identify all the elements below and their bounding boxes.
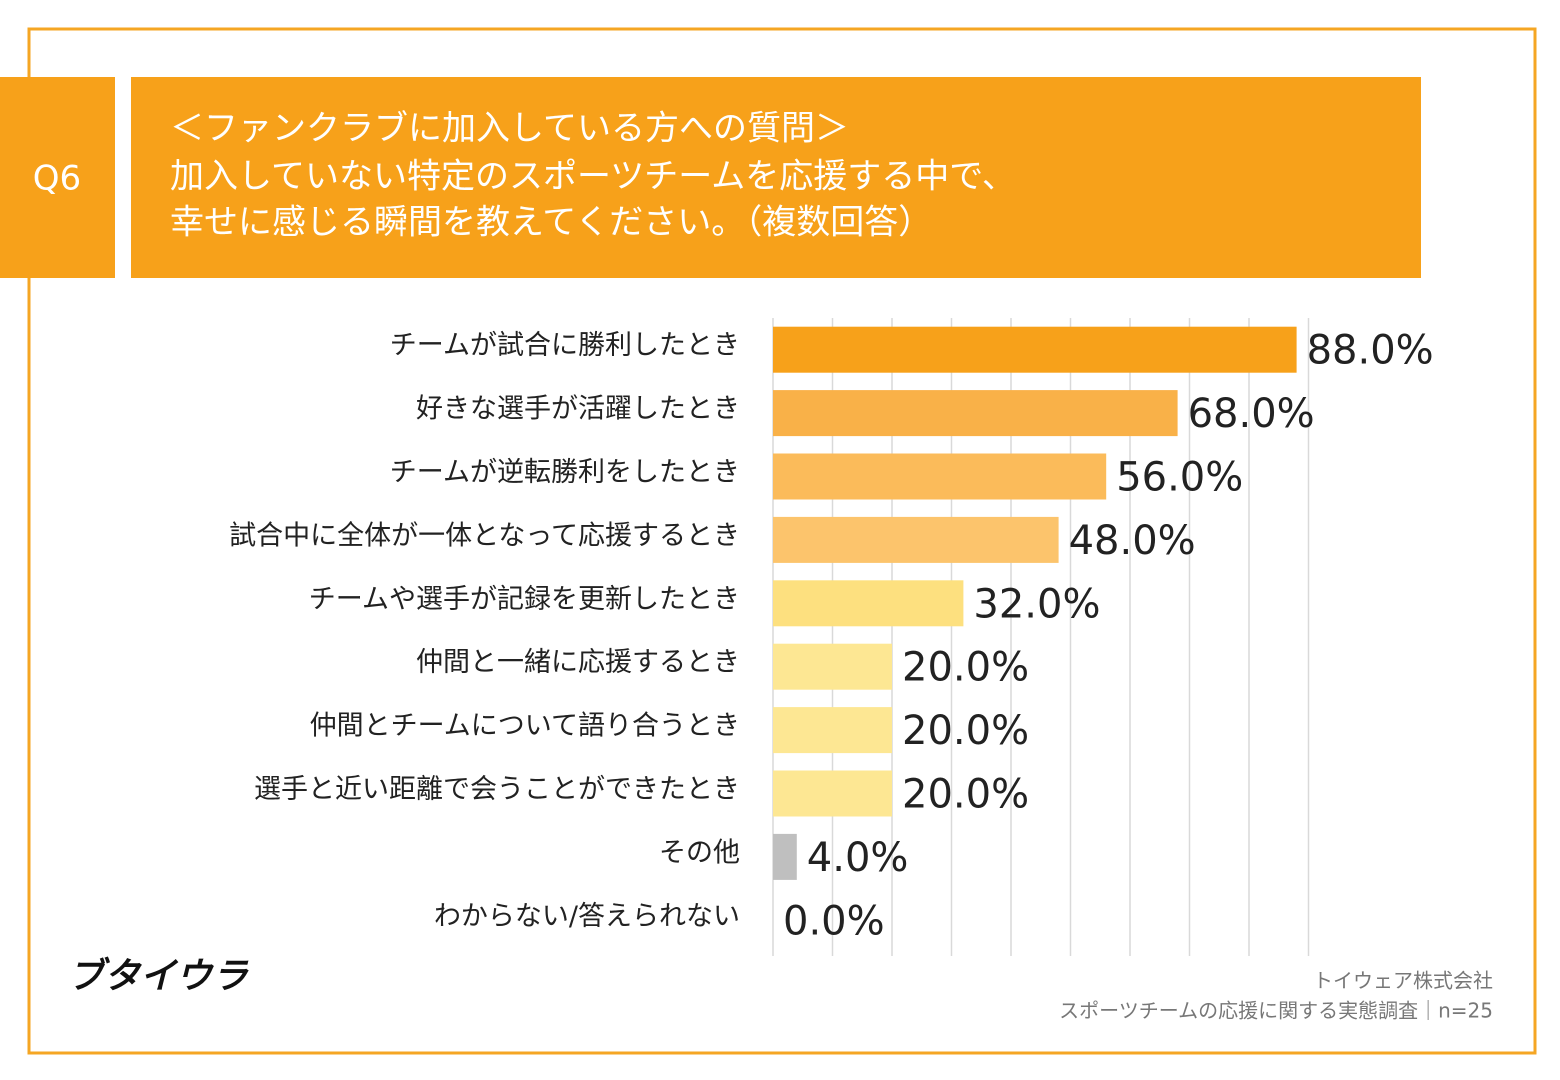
title-line: 幸せに感じる瞬間を教えてください。（複数回答） (170, 203, 932, 243)
bar (773, 390, 1178, 437)
bar (773, 643, 892, 690)
category-label: 仲間と一緒に応援するとき (416, 647, 740, 678)
category-label: 試合中に全体が一体となって応援するとき (229, 520, 740, 551)
value-label: 20.0% (902, 772, 1029, 818)
category-label: 仲間とチームについて語り合うとき (310, 711, 740, 742)
title-line: 加入していない特定のスポーツチームを応援する中で、 (170, 157, 1016, 197)
footer-text: トイウェア株式会社 (1313, 969, 1493, 993)
category-label: 好きな選手が活躍したとき (416, 394, 740, 425)
bar (773, 770, 892, 817)
question-label: Q6 (33, 159, 81, 199)
bar (773, 833, 797, 880)
category-label: その他 (659, 837, 740, 868)
title-line: ＜ファンクラブに加入している方への質問＞ (170, 109, 849, 149)
footer-text: スポーツチームの応援に関する実態調査｜n=25 (1059, 999, 1493, 1023)
category-label: チームが逆転勝利をしたとき (390, 457, 740, 488)
value-label: 88.0% (1307, 328, 1434, 374)
category-label: わからない/答えられない (434, 901, 740, 932)
value-label: 20.0% (902, 645, 1029, 691)
value-label: 0.0% (783, 898, 885, 944)
bar (773, 453, 1107, 500)
value-label: 68.0% (1188, 391, 1315, 437)
category-label: チームが試合に勝利したとき (390, 330, 740, 361)
value-label: 48.0% (1069, 518, 1196, 564)
bar (773, 707, 892, 754)
category-label: チームや選手が記録を更新したとき (309, 584, 740, 615)
bar (773, 580, 964, 627)
logo: ブタイウラ (68, 956, 249, 997)
bar (773, 326, 1297, 373)
frame (27, 27, 1537, 1055)
value-label: 4.0% (807, 835, 909, 881)
category-label: 選手と近い距離で会うことができたとき (254, 774, 740, 805)
value-label: 32.0% (973, 581, 1100, 627)
title-box (131, 77, 1421, 278)
value-label: 20.0% (902, 708, 1029, 754)
value-label: 56.0% (1116, 455, 1243, 501)
bar (773, 516, 1059, 563)
question-box (0, 77, 115, 278)
